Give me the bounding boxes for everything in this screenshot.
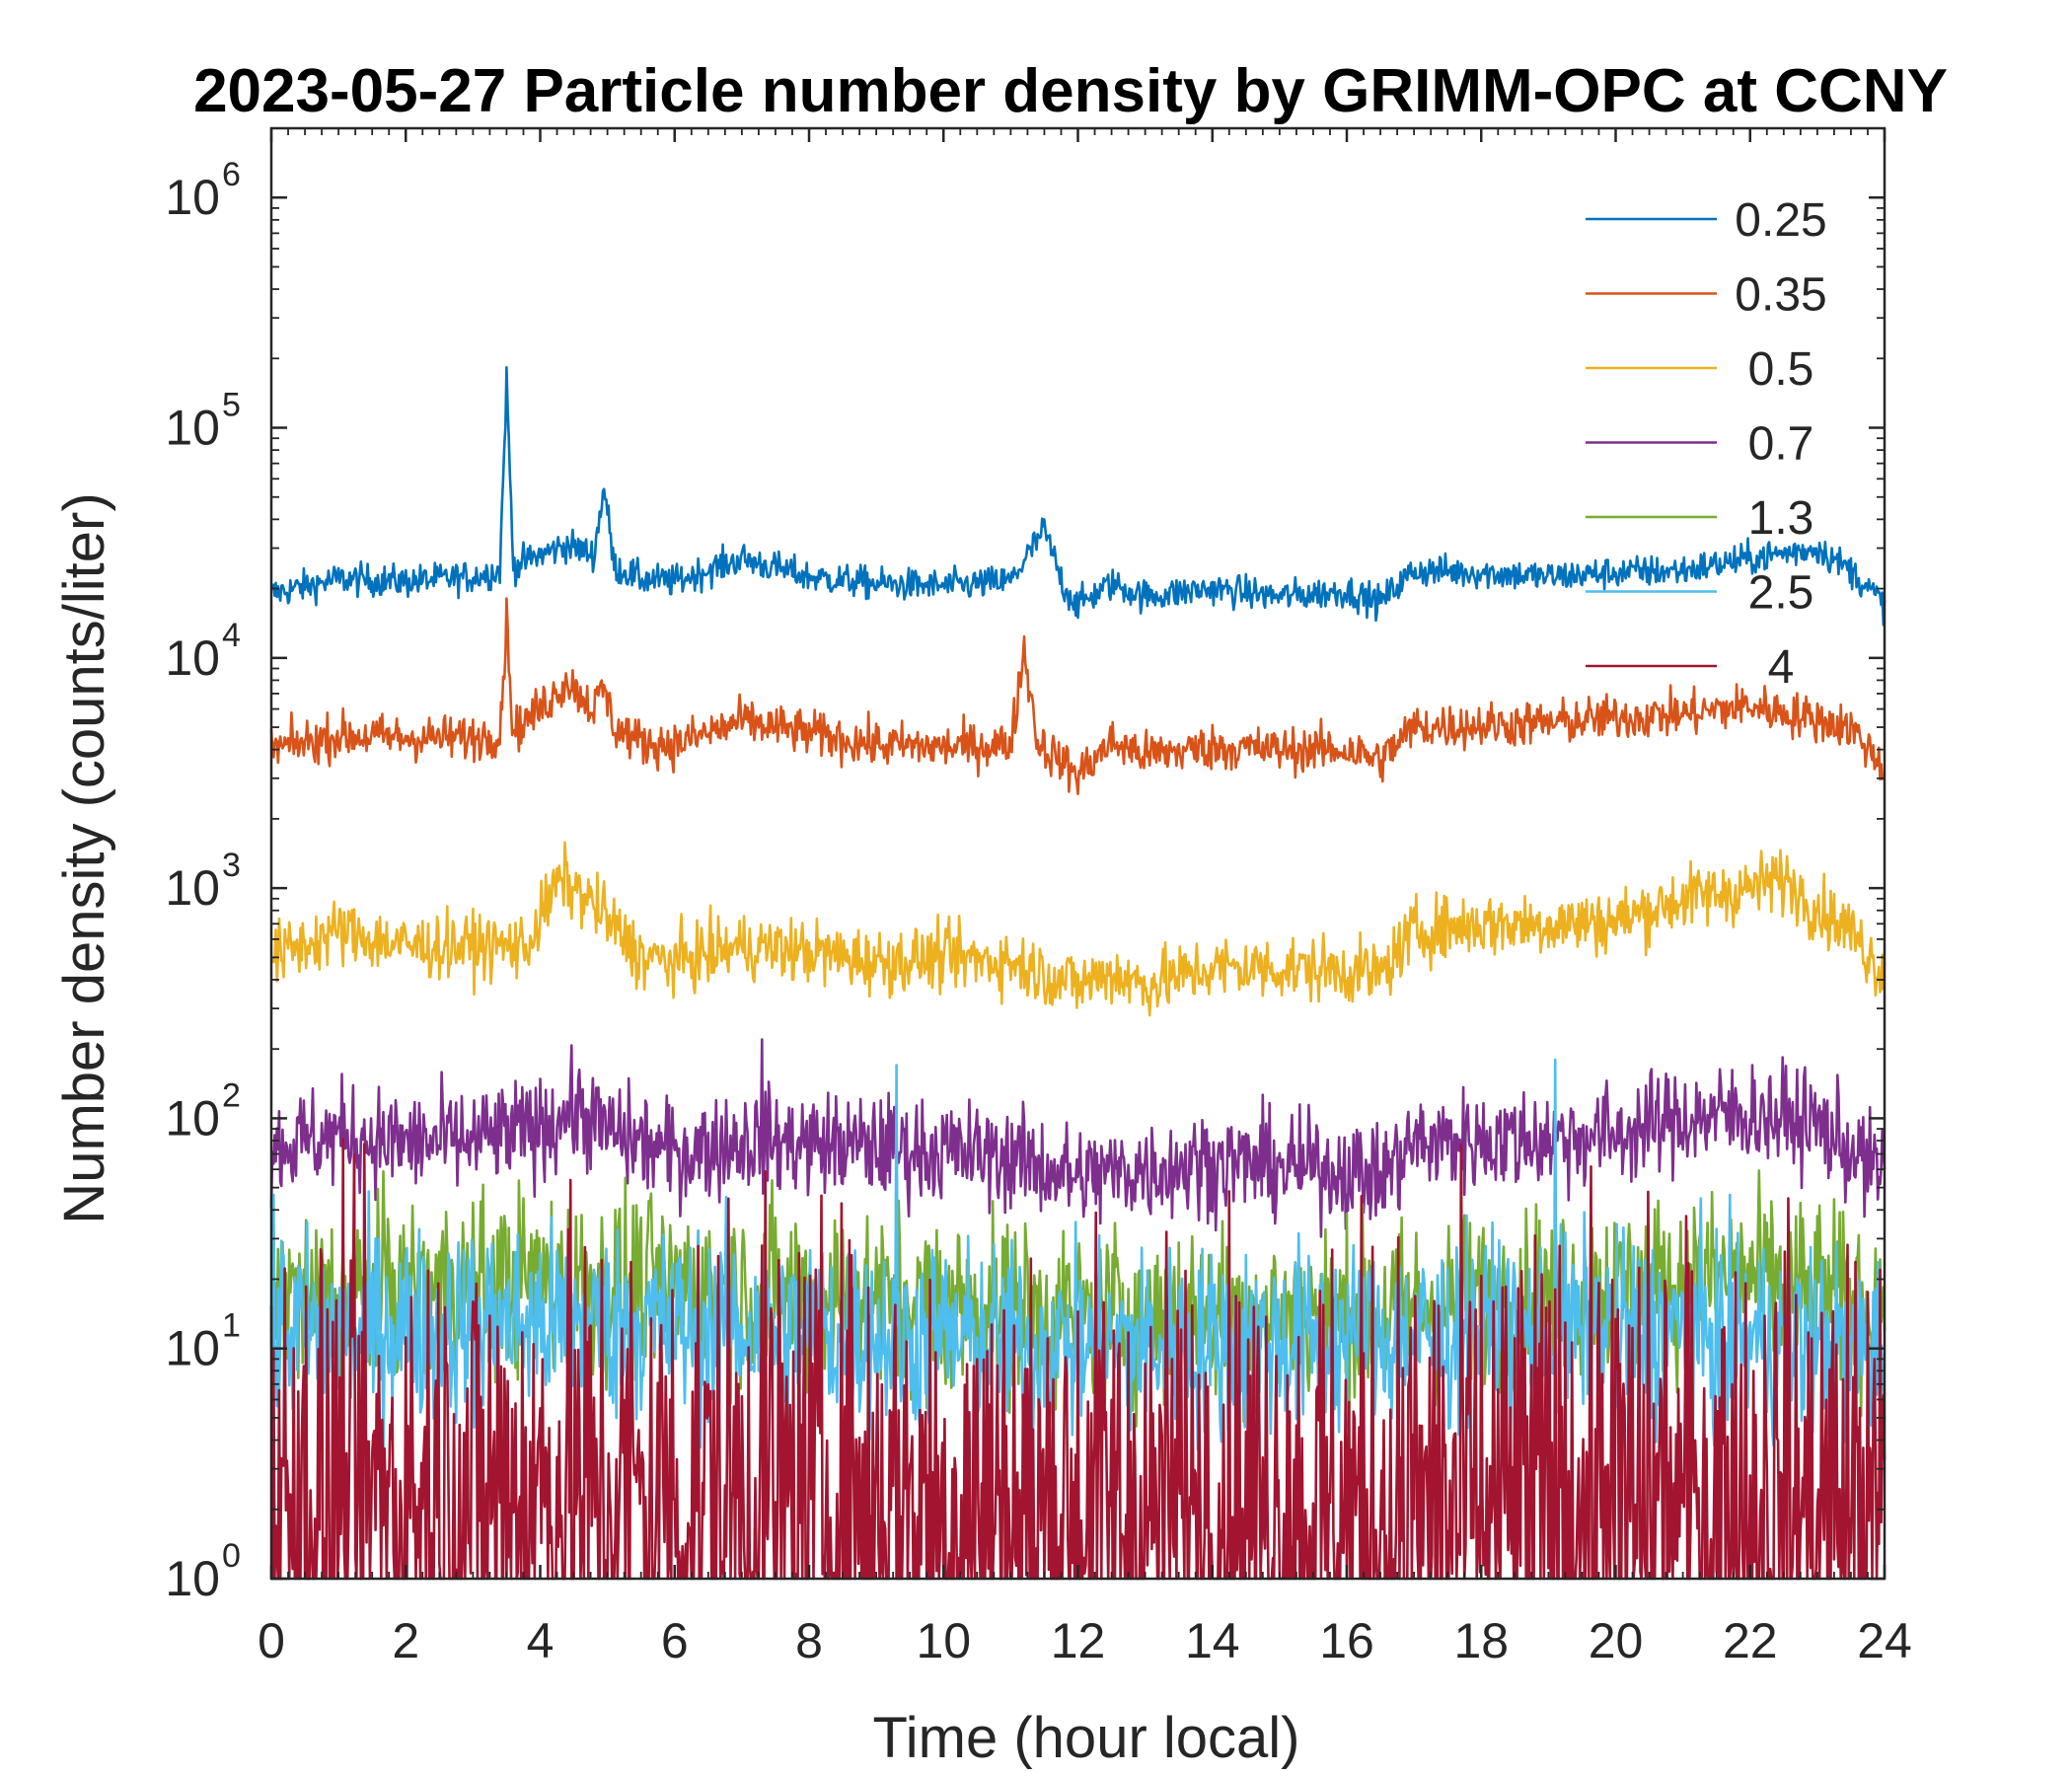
x-tick-label: 20 (1589, 1613, 1644, 1668)
x-tick-label: 4 (527, 1613, 555, 1668)
x-tick-label: 24 (1857, 1613, 1912, 1668)
y-tick-label: 10 (165, 1551, 220, 1606)
x-tick-label: 10 (916, 1613, 971, 1668)
y-tick-exponent: 6 (222, 156, 241, 193)
x-tick-label: 8 (795, 1613, 823, 1668)
y-axis-label: Number density (counts/liter) (52, 492, 116, 1223)
y-tick-exponent: 5 (222, 387, 241, 424)
x-tick-label: 14 (1185, 1613, 1240, 1668)
legend-label-0.7: 0.7 (1748, 418, 1814, 471)
legend-label-0.5: 0.5 (1748, 343, 1814, 396)
y-tick-label: 10 (165, 1090, 220, 1146)
series-line-4 (269, 1138, 1887, 1581)
y-tick-exponent: 1 (222, 1307, 241, 1345)
legend-label-1.3: 1.3 (1748, 492, 1814, 545)
x-tick-label: 12 (1051, 1613, 1106, 1668)
x-tick-label: 22 (1723, 1613, 1778, 1668)
legend-label-0.35: 0.35 (1735, 269, 1826, 322)
series-line-0.7 (269, 1038, 1887, 1238)
y-tick-label: 10 (165, 630, 220, 686)
y-tick-exponent: 0 (222, 1537, 241, 1575)
y-tick-label: 10 (165, 170, 220, 225)
legend-label-0.25: 0.25 (1735, 194, 1826, 247)
y-tick-exponent: 4 (222, 617, 241, 654)
chart-title: 2023-05-27 Particle number density by GR… (193, 57, 1948, 125)
series-line-0.25 (269, 366, 1887, 627)
series-line-0.5 (270, 841, 1887, 1017)
legend-label-4: 4 (1768, 641, 1795, 694)
series-line-0.35 (269, 597, 1886, 795)
y-tick-exponent: 3 (222, 847, 241, 884)
x-tick-label: 2 (392, 1613, 419, 1668)
legend-label-2.5: 2.5 (1748, 567, 1814, 620)
x-tick-label: 16 (1319, 1613, 1374, 1668)
y-tick-exponent: 2 (222, 1076, 241, 1114)
x-tick-label: 6 (661, 1613, 689, 1668)
x-tick-label: 0 (258, 1613, 285, 1668)
x-axis-label: Time (hour local) (873, 1706, 1300, 1770)
y-tick-label: 10 (165, 1321, 220, 1376)
y-tick-label: 10 (165, 860, 220, 916)
legend: 0.25 0.35 0.5 0.7 1.3 2.5 4 (1586, 194, 1827, 694)
y-tick-label: 10 (165, 401, 220, 456)
plot-area (269, 366, 1887, 1581)
x-tick-label: 18 (1453, 1613, 1509, 1668)
